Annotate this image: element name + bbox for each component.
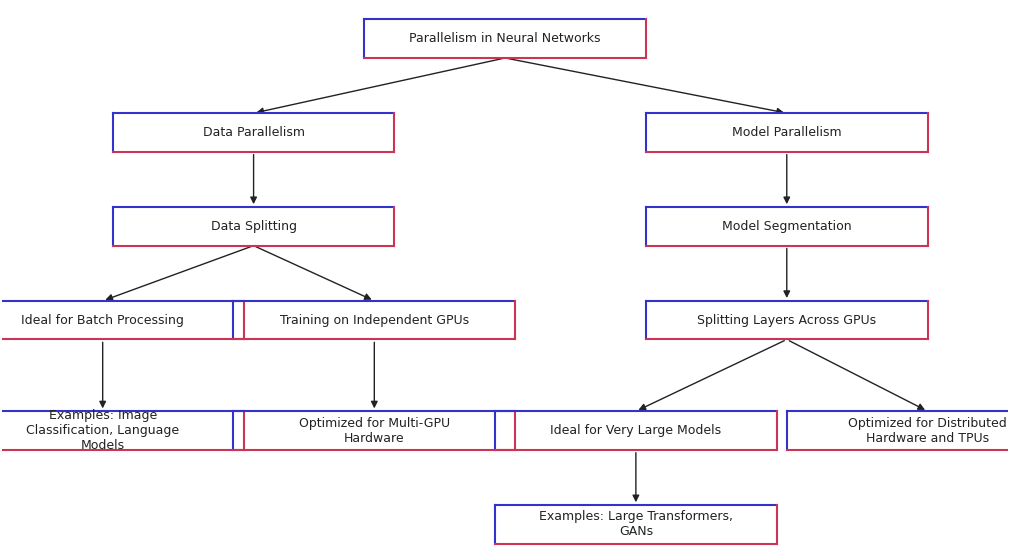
FancyBboxPatch shape — [365, 19, 646, 58]
FancyBboxPatch shape — [113, 113, 394, 152]
FancyBboxPatch shape — [646, 207, 928, 246]
Text: Optimized for Distributed
Hardware and TPUs: Optimized for Distributed Hardware and T… — [848, 417, 1007, 444]
FancyBboxPatch shape — [495, 505, 777, 544]
FancyBboxPatch shape — [113, 207, 394, 246]
Text: Splitting Layers Across GPUs: Splitting Layers Across GPUs — [697, 314, 877, 327]
FancyBboxPatch shape — [233, 301, 515, 339]
Text: Ideal for Batch Processing: Ideal for Batch Processing — [22, 314, 184, 327]
Text: Parallelism in Neural Networks: Parallelism in Neural Networks — [410, 32, 601, 45]
Text: Data Splitting: Data Splitting — [211, 220, 297, 233]
Text: Examples: Large Transformers,
GANs: Examples: Large Transformers, GANs — [539, 511, 733, 538]
Text: Ideal for Very Large Models: Ideal for Very Large Models — [550, 424, 722, 437]
FancyBboxPatch shape — [233, 411, 515, 450]
FancyBboxPatch shape — [0, 301, 244, 339]
FancyBboxPatch shape — [646, 113, 928, 152]
Text: Training on Independent GPUs: Training on Independent GPUs — [280, 314, 469, 327]
Text: Model Parallelism: Model Parallelism — [732, 126, 842, 139]
Text: Model Segmentation: Model Segmentation — [722, 220, 852, 233]
Text: Data Parallelism: Data Parallelism — [203, 126, 304, 139]
FancyBboxPatch shape — [786, 411, 1024, 450]
Text: Optimized for Multi-GPU
Hardware: Optimized for Multi-GPU Hardware — [299, 417, 450, 444]
FancyBboxPatch shape — [646, 301, 928, 339]
FancyBboxPatch shape — [495, 411, 777, 450]
Text: Examples: Image
Classification, Language
Models: Examples: Image Classification, Language… — [27, 409, 179, 452]
FancyBboxPatch shape — [0, 411, 244, 450]
